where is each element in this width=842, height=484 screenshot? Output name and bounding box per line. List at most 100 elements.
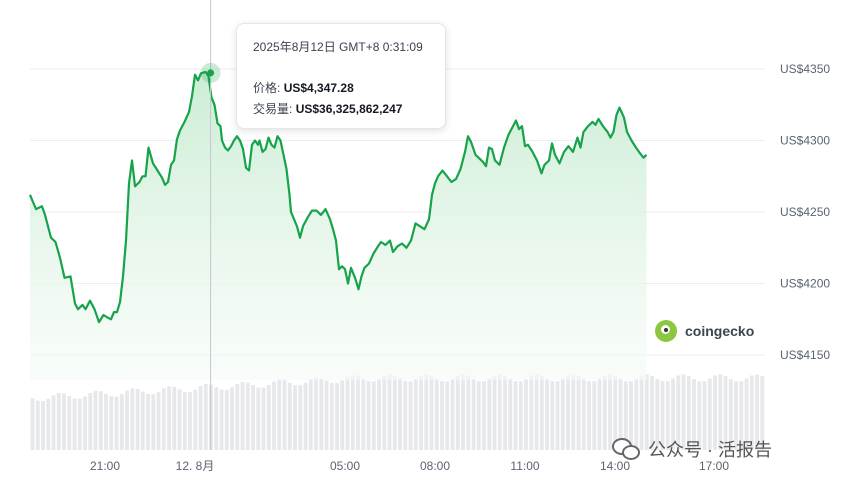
volume-bar <box>476 381 481 450</box>
volume-bar <box>440 381 444 450</box>
volume-bar <box>282 380 287 450</box>
volume-bar <box>560 378 565 450</box>
wechat-icon <box>612 438 640 460</box>
volume-bar <box>739 381 744 450</box>
volume-bar <box>487 378 492 450</box>
y-tick-label: US$4300 <box>780 134 830 148</box>
tooltip-price-label: 价格: <box>253 81 281 95</box>
volume-bar <box>413 378 418 450</box>
volume-bar <box>308 379 313 450</box>
volume-bar <box>629 381 633 450</box>
volume-bar <box>30 398 35 450</box>
volume-bar <box>618 378 623 450</box>
volume-bar <box>665 381 670 450</box>
tooltip-volume-row: 交易量: US$36,325,862,247 <box>253 100 429 117</box>
volume-bar <box>277 379 282 450</box>
volume-bar <box>203 384 208 450</box>
volume-bar <box>518 381 523 450</box>
volume-bar <box>366 381 371 450</box>
x-tick-label: 08:00 <box>420 459 450 473</box>
volume-bar <box>62 393 66 450</box>
volume-bar <box>644 374 649 450</box>
volume-bar <box>707 378 712 450</box>
volume-bar <box>429 375 434 450</box>
volume-bar <box>356 375 360 450</box>
volume-bar <box>151 394 156 450</box>
volume-bar <box>613 375 618 450</box>
volume-bar <box>224 389 229 450</box>
volume-bar <box>755 374 759 450</box>
volume-bar <box>503 375 507 450</box>
volume-bar <box>623 381 628 450</box>
volume-bar <box>77 398 82 450</box>
x-tick-label: 14:00 <box>600 459 630 473</box>
x-tick-label: 12. 8月 <box>176 459 215 473</box>
hover-point <box>207 69 215 77</box>
volume-bar <box>434 378 439 450</box>
volume-bar <box>314 377 318 450</box>
tooltip-timestamp: 2025年8月12日 GMT+8 0:31:09 <box>253 40 423 54</box>
volume-bar <box>251 385 255 450</box>
volume-bar <box>193 389 198 450</box>
y-tick-label: US$4150 <box>780 348 830 362</box>
volume-bar <box>51 395 56 450</box>
volume-bar <box>450 378 455 450</box>
volume-bar <box>198 386 203 450</box>
volume-bar <box>581 378 586 450</box>
volume-bar <box>728 379 733 450</box>
tooltip-volume-label: 交易量: <box>253 102 293 116</box>
volume-bar <box>424 374 429 450</box>
volume-bar <box>361 378 366 450</box>
volume-bar <box>67 395 72 450</box>
volume-bar <box>230 387 234 450</box>
volume-bar <box>146 394 150 450</box>
watermark: 公众号 · 活报告 <box>612 436 772 462</box>
x-tick-label: 17:00 <box>699 459 729 473</box>
volume-bar <box>471 378 476 450</box>
volume-bar <box>602 375 607 450</box>
volume-bar <box>555 381 560 450</box>
volume-bar <box>319 378 324 450</box>
watermark-text: 公众号 · 活报告 <box>648 440 772 460</box>
volume-bar <box>566 375 570 450</box>
volume-bar <box>686 375 691 450</box>
volume-bar <box>114 396 119 450</box>
volume-bar <box>660 381 665 450</box>
volume-bar <box>692 379 696 450</box>
volume-bar <box>639 375 644 450</box>
volume-bar <box>324 380 329 450</box>
volume-bar <box>524 378 528 450</box>
volume-bar <box>634 378 639 450</box>
x-tick-label: 21:00 <box>90 459 120 473</box>
volume-bar <box>161 388 166 450</box>
volume-bar <box>734 381 738 450</box>
volume-bar <box>125 390 129 450</box>
volume-bar <box>167 386 171 450</box>
volume-bar <box>177 389 182 450</box>
price-area <box>30 71 647 381</box>
volume-bar <box>256 387 261 450</box>
volume-bar <box>461 374 465 450</box>
volume-bar <box>655 379 660 450</box>
volume-bar <box>219 389 224 450</box>
volume-bar <box>303 382 308 450</box>
price-line <box>28 70 648 324</box>
coingecko-brand: coingecko <box>655 320 754 342</box>
volume-bar <box>697 381 702 450</box>
volume-bar <box>571 374 576 450</box>
volume-bar <box>497 374 502 450</box>
volume-bar <box>718 374 723 450</box>
volume-bar <box>513 381 518 450</box>
y-tick-label: US$4200 <box>780 277 830 291</box>
volume-bar <box>135 389 140 450</box>
volume-bar <box>140 391 145 450</box>
volume-bar <box>46 398 51 450</box>
volume-bar <box>534 374 539 450</box>
volume-bar <box>749 375 754 450</box>
volume-bar <box>529 375 534 450</box>
tooltip-price-value: US$4,347.28 <box>283 81 354 95</box>
gecko-logo-icon <box>655 320 677 342</box>
volume-bar <box>587 381 591 450</box>
volume-bar <box>545 378 549 450</box>
